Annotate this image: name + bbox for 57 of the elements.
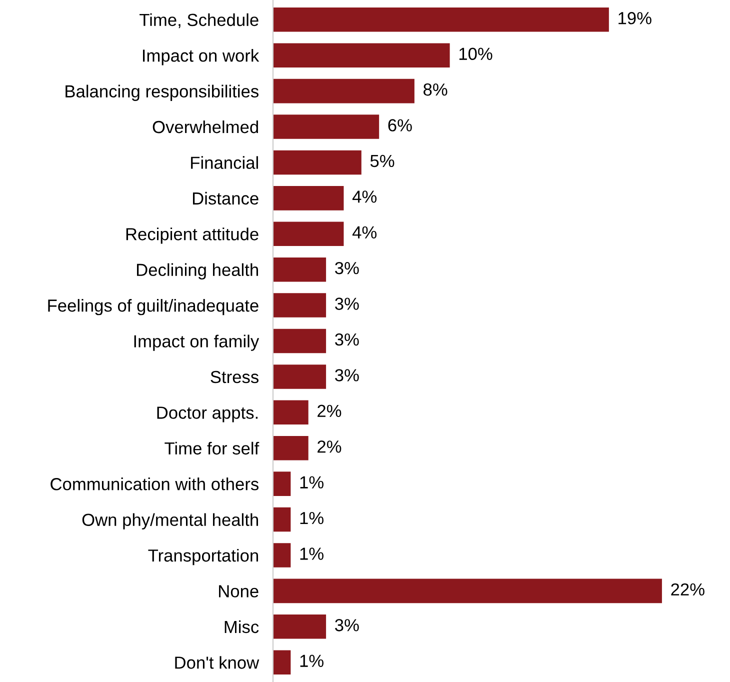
- bar: [273, 186, 344, 210]
- y-tick-label: Own phy/mental health: [82, 513, 258, 530]
- data-label: 2%: [318, 440, 342, 453]
- bar: [273, 257, 326, 282]
- y-tick-label: Financial: [191, 156, 258, 169]
- bar: [273, 436, 308, 460]
- data-label: 1%: [300, 476, 324, 488]
- bar: [273, 650, 291, 674]
- y-tick-label: Recipient attitude: [126, 228, 258, 244]
- bar: [273, 578, 662, 604]
- bar: [273, 400, 308, 425]
- data-label: 1%: [300, 548, 324, 560]
- bar: [273, 614, 326, 639]
- data-label: 8%: [424, 83, 448, 96]
- bar: [273, 222, 344, 246]
- y-tick-label: Time for self: [164, 442, 260, 455]
- data-label: 5%: [370, 154, 394, 168]
- y-tick-label: Misc: [224, 620, 259, 634]
- data-label: 2%: [318, 404, 342, 418]
- data-label: 1%: [300, 512, 324, 524]
- data-label: 19%: [618, 12, 652, 24]
- bar: [273, 472, 291, 496]
- y-tick-label: Distance: [192, 192, 258, 205]
- y-tick-label: Communication with others: [50, 478, 258, 490]
- y-tick-label: Balancing responsibilities: [66, 84, 258, 101]
- bar: [273, 8, 609, 32]
- bar: [273, 364, 326, 389]
- bar: [273, 43, 450, 68]
- data-label: 10%: [459, 48, 492, 60]
- data-label: 1%: [300, 654, 324, 667]
- y-tick-label: Don't know: [175, 656, 260, 669]
- y-tick-label: Impact on work: [143, 49, 260, 66]
- y-tick-label: Stress: [210, 370, 258, 384]
- data-label: 22%: [671, 583, 704, 596]
- data-label: 4%: [352, 226, 377, 238]
- data-label: 3%: [335, 619, 359, 632]
- y-tick-label: Transportation: [148, 548, 258, 566]
- bar: [273, 114, 380, 139]
- y-tick-label: Declining health: [137, 263, 258, 280]
- bar: [273, 293, 326, 318]
- bar: [273, 150, 362, 175]
- y-tick-label: Impact on family: [134, 334, 260, 351]
- bar: [273, 328, 326, 354]
- y-tick-label: Feelings of guilt/inadequate: [48, 299, 258, 316]
- data-label: 3%: [335, 369, 359, 382]
- y-tick-label: Overwhelmed: [152, 120, 258, 134]
- data-label: 3%: [335, 262, 359, 274]
- data-label: 3%: [335, 298, 359, 310]
- data-label: 6%: [388, 119, 412, 132]
- data-label: 4%: [352, 190, 377, 203]
- data-label: 3%: [335, 333, 359, 346]
- y-tick-label: Doctor appts.: [157, 406, 258, 422]
- bar: [273, 543, 291, 568]
- y-tick-label: None: [219, 585, 258, 598]
- y-tick-label: Time, Schedule: [140, 13, 258, 28]
- bar: [273, 507, 291, 532]
- bar: [273, 78, 414, 104]
